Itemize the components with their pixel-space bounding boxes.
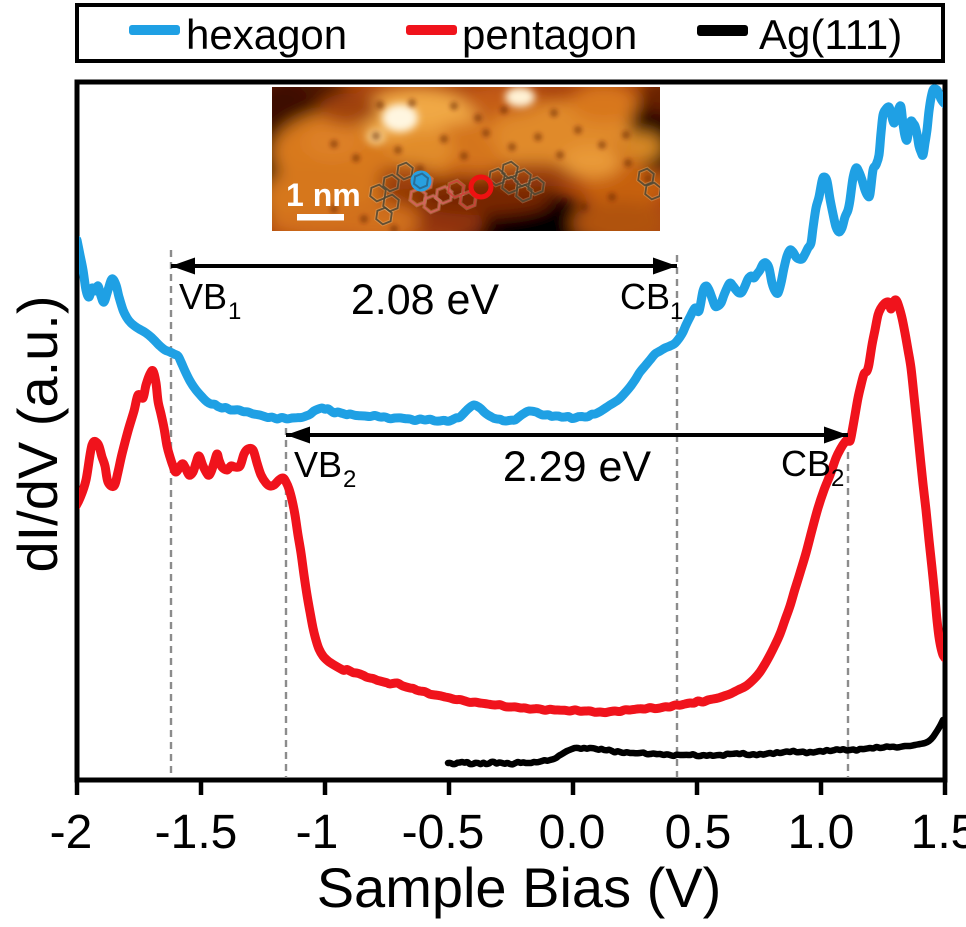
svg-text:0.0: 0.0 [539,806,606,859]
svg-text:2: 2 [831,465,844,492]
svg-text:dI/dV (a.u.): dI/dV (a.u.) [6,295,69,572]
svg-text:pentagon: pentagon [462,11,637,58]
svg-text:VB: VB [294,444,342,485]
svg-text:2: 2 [343,466,356,493]
svg-text:-1: -1 [296,806,339,859]
svg-text:CB: CB [781,443,831,484]
svg-text:1.5: 1.5 [911,806,966,859]
svg-text:1 nm: 1 nm [286,177,361,213]
svg-text:hexagon: hexagon [186,11,347,58]
svg-text:1.0: 1.0 [788,806,855,859]
svg-text:1: 1 [228,298,241,325]
svg-text:VB: VB [179,276,227,317]
svg-text:Ag(111): Ag(111) [759,11,902,58]
svg-text:1: 1 [670,298,683,325]
svg-text:2.29 eV: 2.29 eV [503,443,652,491]
svg-text:2.08 eV: 2.08 eV [351,276,500,324]
svg-text:Sample Bias (V): Sample Bias (V) [317,856,722,919]
svg-text:CB: CB [620,276,670,317]
svg-text:-0.5: -0.5 [402,806,485,859]
svg-text:-2: -2 [50,806,93,859]
svg-text:0.5: 0.5 [665,806,732,859]
svg-text:-1.5: -1.5 [155,806,238,859]
